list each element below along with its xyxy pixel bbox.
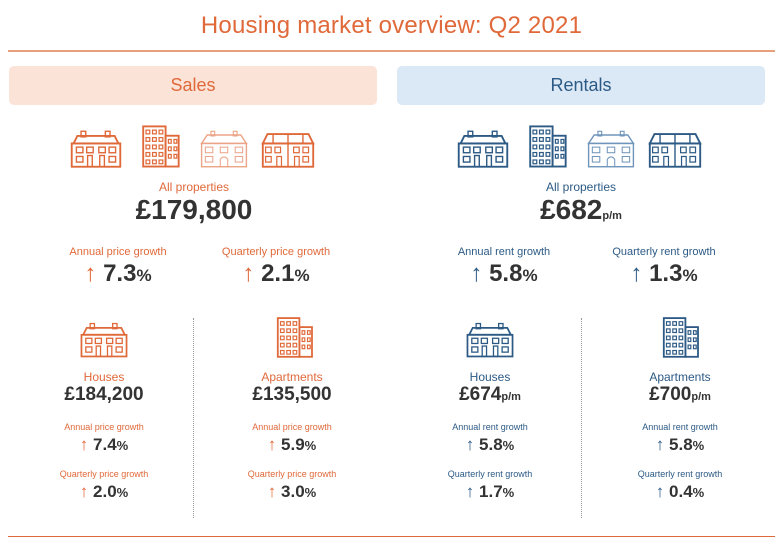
sales-apartments-quarterly-value: 3.0 xyxy=(281,482,305,501)
rentals-quarterly-value: 1.3 xyxy=(649,260,683,287)
semi-detached-house-icon xyxy=(256,120,320,168)
up-arrow-icon: ↑ xyxy=(79,482,89,501)
rentals-houses-annual-label: Annual rent growth xyxy=(452,422,528,432)
rentals-quarterly-label: Quarterly rent growth xyxy=(612,246,716,258)
semi-detached-house-icon xyxy=(643,120,707,168)
sales-apartments-annual-value: 5.9 xyxy=(281,435,305,454)
rentals-houses-unit: p/m xyxy=(501,391,521,403)
terraced-house-icon xyxy=(78,322,130,363)
up-arrow-icon: ↑ xyxy=(630,260,643,287)
sales-apartments-value: £135,500 xyxy=(252,384,332,405)
sales-all-label: All properties xyxy=(158,180,230,194)
rentals-apartments-value: £700 xyxy=(649,384,692,405)
rentals-all-label: All properties xyxy=(545,180,617,194)
rentals-houses-annual-value: 5.8 xyxy=(479,435,503,454)
sales-houses-quarterly-label: Quarterly price growth xyxy=(59,469,149,479)
rentals-all-unit: p/m xyxy=(602,210,622,222)
rentals-quarterly-growth: Quarterly rent growth ↑ 1.3% xyxy=(594,246,734,288)
rentals-annual-value: 5.8 xyxy=(489,260,523,287)
sales-column-divider xyxy=(193,318,194,518)
up-arrow-icon: ↑ xyxy=(470,260,483,287)
rentals-apartments-label: Apartments xyxy=(649,370,711,384)
terraced-house-icon xyxy=(451,120,515,168)
rentals-houses: Houses £674p/m Annual rent growth ↑ 5.8%… xyxy=(430,370,550,502)
up-arrow-icon: ↑ xyxy=(79,435,89,454)
sales-all-value: £179,800 xyxy=(135,194,253,225)
detached-house-icon xyxy=(579,120,643,168)
rentals-apartments: Apartments £700p/m Annual rent growth ↑ … xyxy=(618,370,742,502)
rentals-annual-growth: Annual rent growth ↑ 5.8% xyxy=(434,246,574,288)
rentals-apartments-unit: p/m xyxy=(691,391,711,403)
rentals-houses-value: £674 xyxy=(459,384,502,405)
sales-houses-label: Houses xyxy=(83,370,125,384)
up-arrow-icon: ↑ xyxy=(655,435,665,454)
terraced-house-icon xyxy=(64,120,128,168)
page-title: Housing market overview: Q2 2021 xyxy=(200,12,583,39)
sales-houses-annual-value: 7.4 xyxy=(93,435,117,454)
detached-house-icon xyxy=(192,120,256,168)
rentals-houses-quarterly-label: Quarterly rent growth xyxy=(447,469,533,479)
rentals-apartments-annual-label: Annual rent growth xyxy=(642,422,718,432)
sales-all-properties: All properties £179,800 xyxy=(94,180,294,226)
sales-houses-annual-label: Annual price growth xyxy=(64,422,144,432)
sales-heading: Sales xyxy=(9,66,377,105)
apartment-block-icon xyxy=(653,316,707,363)
apartment-block-icon xyxy=(128,120,192,168)
rentals-apartments-quarterly-value: 0.4 xyxy=(669,482,693,501)
rentals-heading: Rentals xyxy=(397,66,765,105)
up-arrow-icon: ↑ xyxy=(465,435,475,454)
rentals-column-divider xyxy=(581,318,582,518)
terraced-house-icon xyxy=(464,322,516,363)
up-arrow-icon: ↑ xyxy=(84,260,97,287)
apartment-block-icon xyxy=(267,316,321,363)
rentals-all-value: £682 xyxy=(540,194,603,225)
rentals-houses-quarterly-value: 1.7 xyxy=(479,482,503,501)
up-arrow-icon: ↑ xyxy=(242,260,255,287)
sales-apartments-label: Apartments xyxy=(261,370,323,384)
rentals-houses-label: Houses xyxy=(469,370,511,384)
sales-annual-growth: Annual price growth ↑ 7.3% xyxy=(48,246,188,288)
sales-apartments-annual-label: Annual price growth xyxy=(252,422,332,432)
bottom-divider xyxy=(8,536,775,537)
sales-quarterly-value: 2.1 xyxy=(261,260,295,287)
sales-quarterly-label: Quarterly price growth xyxy=(221,246,331,258)
sales-apartments-quarterly-label: Quarterly price growth xyxy=(247,469,337,479)
sales-houses-quarterly-value: 2.0 xyxy=(93,482,117,501)
up-arrow-icon: ↑ xyxy=(465,482,475,501)
rentals-apartments-quarterly-label: Quarterly rent growth xyxy=(637,469,723,479)
up-arrow-icon: ↑ xyxy=(267,482,277,501)
sales-apartments: Apartments £135,500 Annual price growth … xyxy=(230,370,354,502)
up-arrow-icon: ↑ xyxy=(655,482,665,501)
sales-annual-value: 7.3 xyxy=(103,260,137,287)
apartment-block-icon xyxy=(515,120,579,168)
rentals-annual-label: Annual rent growth xyxy=(457,246,551,258)
sales-icons xyxy=(64,120,320,168)
rentals-apartments-annual-value: 5.8 xyxy=(669,435,693,454)
title-divider xyxy=(8,50,775,52)
sales-houses: Houses £184,200 Annual price growth ↑ 7.… xyxy=(44,370,164,502)
rentals-all-properties: All properties £682p/m xyxy=(481,180,681,226)
up-arrow-icon: ↑ xyxy=(267,435,277,454)
sales-quarterly-growth: Quarterly price growth ↑ 2.1% xyxy=(206,246,346,288)
sales-houses-value: £184,200 xyxy=(64,384,144,405)
sales-annual-label: Annual price growth xyxy=(69,246,167,258)
rentals-icons xyxy=(451,120,707,168)
